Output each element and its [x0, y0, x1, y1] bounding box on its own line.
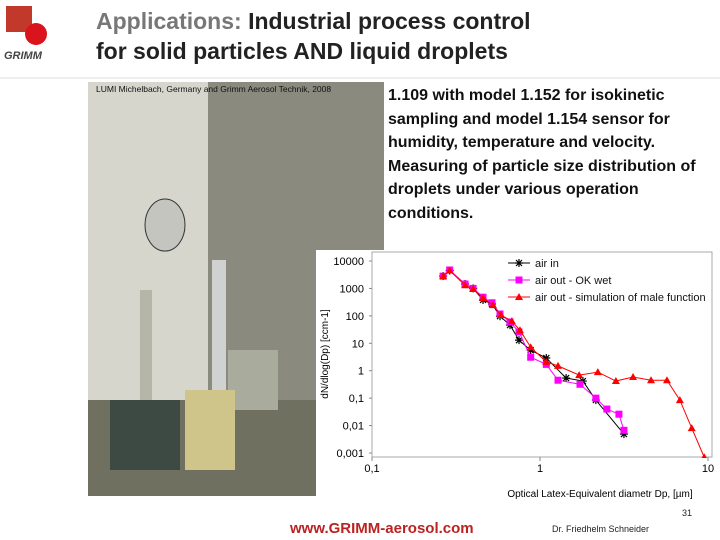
logo-text: GRIMM: [4, 50, 42, 62]
x-axis-label: Optical Latex-Equivalent diametr Dp, [µm…: [507, 489, 693, 500]
legend-label: air in: [535, 258, 559, 270]
photo-stand: [140, 290, 152, 410]
logo-ball: [25, 23, 47, 45]
x-tick-label: 1: [537, 463, 543, 475]
marker: [469, 285, 478, 293]
marker: [526, 343, 535, 351]
x-tick-label: 0,1: [364, 463, 379, 475]
photo-pole: [212, 260, 226, 410]
marker: [439, 272, 448, 280]
plot-frame: [371, 251, 713, 458]
title: Applications: Industrial process control…: [96, 6, 531, 66]
marker: [527, 353, 535, 361]
photo-caption: LUMI Michelbach, Germany and Grimm Aeros…: [96, 84, 332, 94]
marker: [445, 266, 454, 274]
marker: [515, 293, 523, 300]
marker: [687, 424, 696, 432]
marker: [603, 405, 611, 413]
y-tick-label: 1000: [340, 283, 364, 295]
marker: [576, 380, 584, 388]
marker: [675, 396, 684, 404]
marker: [701, 453, 707, 458]
marker: [497, 311, 506, 319]
marker: [542, 357, 551, 365]
marker: [629, 372, 638, 380]
legend-label: air out - OK wet: [535, 275, 611, 287]
y-tick-label: 0,001: [336, 448, 364, 460]
marker: [620, 426, 628, 434]
plot: [439, 266, 707, 458]
marker: [507, 317, 516, 325]
marker: [479, 293, 488, 301]
legend-label: air out - simulation of male function: [535, 292, 706, 304]
marker: [554, 376, 562, 384]
marker: [619, 430, 628, 439]
marker: [592, 394, 600, 402]
website: www.GRIMM-aerosol.com: [290, 520, 474, 537]
marker: [488, 299, 496, 307]
marker: [562, 374, 571, 383]
y-tick-label: 0,01: [343, 421, 364, 433]
marker: [461, 281, 470, 289]
body-text: 1.109 with model 1.152 for isokinetic sa…: [388, 87, 696, 222]
title-line: Industrial process control: [248, 8, 531, 34]
y-axis-label: dN/dlog(Dp) [ccm-1]: [320, 309, 331, 399]
marker: [488, 301, 497, 309]
y-tick-label: 10: [352, 338, 364, 350]
marker: [554, 361, 563, 369]
marker: [515, 276, 523, 284]
marker: [515, 259, 523, 267]
marker: [662, 376, 671, 384]
photo-inlet: [144, 198, 186, 252]
photo-box: [185, 390, 235, 470]
y-tick-label: 0,1: [349, 393, 364, 405]
marker: [515, 326, 524, 334]
marker: [647, 376, 656, 384]
title-lead: Applications:: [96, 8, 242, 34]
marker: [611, 377, 620, 385]
y-tick-label: 10000: [333, 256, 364, 268]
chart-background: [316, 250, 720, 500]
author: Dr. Friedhelm Schneider: [552, 524, 650, 534]
marker: [593, 368, 602, 376]
marker: [615, 410, 623, 418]
x-tick-label: 10: [702, 463, 714, 475]
page-number: 31: [682, 508, 693, 518]
y-tick-label: 100: [346, 311, 364, 323]
marker: [515, 336, 524, 345]
y-tick-label: 1: [358, 366, 364, 378]
title-line: for solid particles AND liquid droplets: [96, 38, 508, 64]
photo-device: [228, 350, 278, 410]
photo-vice: [110, 400, 180, 470]
marker: [575, 371, 584, 379]
